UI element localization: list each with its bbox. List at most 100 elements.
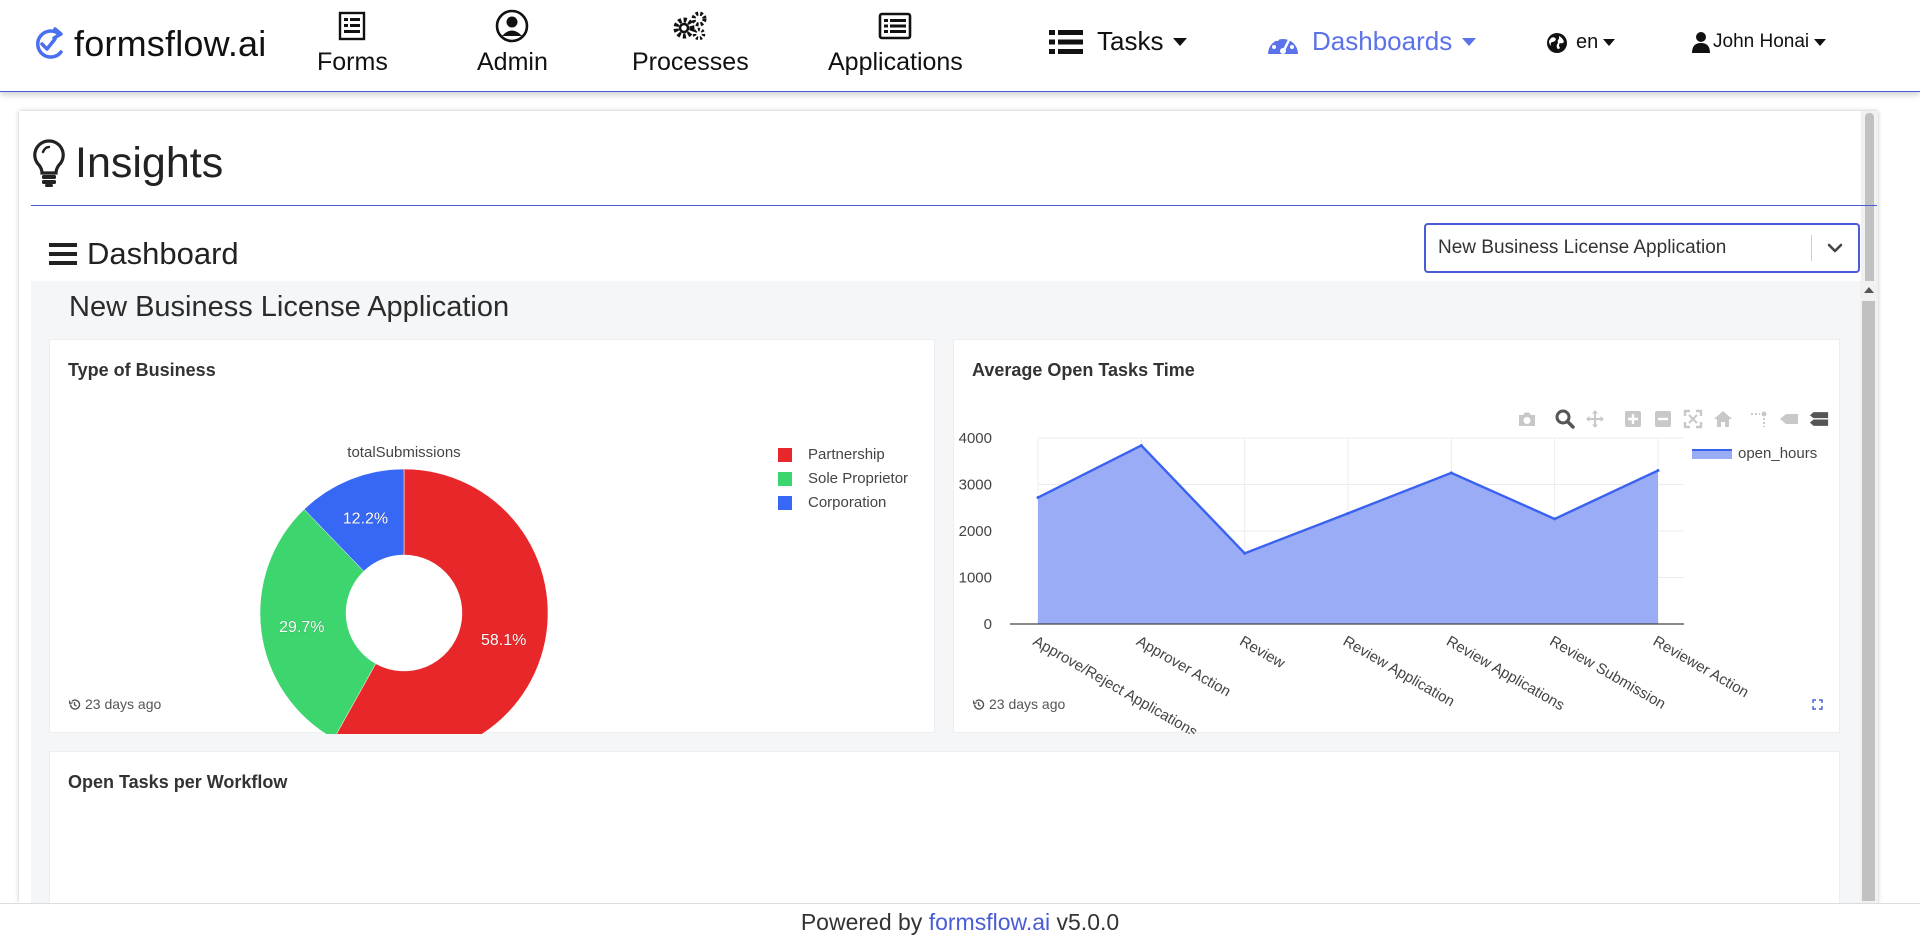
page-title: Insights: [31, 138, 223, 188]
nav-label-processes: Processes: [632, 48, 749, 76]
hover-compare-icon[interactable]: [1809, 409, 1829, 429]
home-icon[interactable]: [1713, 409, 1733, 429]
lightbulb-icon: [33, 139, 65, 187]
zoom-in-icon[interactable]: [1623, 409, 1643, 429]
dashboard-section-text: Dashboard: [87, 236, 239, 271]
card-title: Average Open Tasks Time: [972, 360, 1195, 380]
dashboard-section-label: Dashboard: [49, 236, 239, 272]
nav-label-dashboards: Dashboards: [1312, 26, 1453, 56]
dashboard-select[interactable]: New Business License Application: [1424, 223, 1860, 273]
nav-label-language: en: [1576, 31, 1599, 53]
average-open-tasks-card: Average Open Tasks Time 0 1000 2000 3000 400…: [953, 339, 1840, 734]
user-icon: [1692, 32, 1710, 53]
select-separator: [1811, 235, 1812, 261]
type-of-business-chart: totalSubmissions 58.1% 29.7% 12.2%: [259, 444, 549, 734]
scroll-up-arrow[interactable]: [1864, 287, 1874, 293]
pie-slice-label: 29.7%: [279, 619, 324, 636]
pan-icon[interactable]: [1585, 409, 1605, 429]
list-alt-icon: [877, 8, 913, 44]
dashboard-frame: New Business License Application Type of…: [31, 281, 1877, 903]
top-navbar: formsflow.ai Forms Admin Processes Appli…: [0, 0, 1920, 92]
legend-item[interactable]: Corporation: [778, 494, 886, 511]
footer-prefix: Powered by: [800, 909, 923, 935]
dashboard-title: New Business License Application: [69, 291, 510, 323]
footer-brand-link[interactable]: formsflow.ai: [928, 909, 1051, 935]
pie-slice[interactable]: [303, 468, 405, 572]
insights-page: Insights Dashboard New Business License …: [19, 111, 1878, 903]
data-point[interactable]: [1656, 469, 1660, 473]
legend-swatch: [778, 495, 792, 510]
title-divider: [31, 205, 1877, 206]
y-tick-label: 4000: [959, 430, 992, 447]
autoscale-icon[interactable]: [1683, 409, 1703, 429]
card-title: Type of Business: [68, 360, 216, 380]
legend-label: Sole Proprietor: [808, 470, 909, 487]
legend-item[interactable]: open_hours: [1692, 445, 1817, 462]
data-point[interactable]: [1346, 511, 1350, 515]
chevron-down-icon: [1814, 38, 1827, 46]
nav-applications[interactable]: Applications: [828, 8, 963, 77]
chart-modebar: [1507, 409, 1829, 429]
legend-item[interactable]: Sole Proprietor: [778, 470, 908, 487]
legend-label: open_hours: [1738, 445, 1818, 462]
legend-swatch: [778, 447, 792, 462]
brand[interactable]: formsflow.ai: [30, 22, 266, 66]
data-point[interactable]: [1449, 471, 1453, 475]
hover-closest-icon[interactable]: [1779, 409, 1799, 429]
camera-icon[interactable]: [1517, 409, 1537, 429]
card-updated: 23 days ago: [68, 696, 161, 712]
y-tick-label: 1000: [959, 570, 992, 587]
nav-admin[interactable]: Admin: [477, 8, 548, 77]
pie-slice[interactable]: [259, 508, 377, 734]
user-circle-icon: [494, 8, 530, 44]
pie-slice[interactable]: [334, 468, 549, 734]
history-icon: [68, 698, 81, 710]
gears-icon: [672, 8, 708, 44]
list-icon: [1049, 29, 1083, 54]
x-tick-label: Approver Action: [1133, 633, 1233, 701]
footer: Powered by formsflow.ai v5.0.0: [0, 903, 1920, 940]
legend-swatch: [778, 471, 792, 486]
card-updated-text: 23 days ago: [989, 696, 1066, 712]
average-open-tasks-chart: 0 1000 2000 3000 4000 Approve/Reject Applicat…: [959, 430, 1752, 734]
legend-swatch: [1692, 448, 1732, 459]
data-point[interactable]: [1243, 551, 1247, 555]
open-tasks-per-workflow-card: Open Tasks per Workflow: [49, 751, 1840, 903]
legend-label: Partnership: [808, 446, 885, 463]
pie-title: totalSubmissions: [347, 444, 460, 461]
card-title: Open Tasks per Workflow: [68, 772, 288, 792]
area-fill[interactable]: [1038, 445, 1658, 624]
card-updated-text: 23 days ago: [85, 696, 162, 712]
chevron-down-icon: [1173, 37, 1188, 46]
x-tick-label: Reviewer Action: [1650, 633, 1752, 702]
spike-lines-icon[interactable]: [1749, 409, 1769, 429]
nav-label-forms: Forms: [317, 48, 388, 76]
nav-tasks-dropdown[interactable]: Tasks: [1049, 26, 1188, 57]
chevron-down-icon[interactable]: [1812, 243, 1858, 253]
nav-label-admin: Admin: [477, 48, 548, 76]
nav-label-user: John Honai: [1713, 31, 1810, 52]
globe-icon: [1547, 32, 1567, 53]
footer-version: v5.0.0: [1056, 909, 1120, 935]
nav-dashboards-dropdown[interactable]: Dashboards: [1266, 26, 1477, 57]
nav-language-dropdown[interactable]: en: [1546, 31, 1616, 54]
data-point[interactable]: [1036, 496, 1040, 500]
data-point[interactable]: [1553, 517, 1557, 521]
nav-label-applications: Applications: [828, 48, 963, 76]
data-point[interactable]: [1139, 443, 1143, 447]
expand-icon[interactable]: [1812, 699, 1823, 710]
dashboard-scrollbar[interactable]: [1860, 281, 1877, 903]
zoom-icon[interactable]: [1555, 409, 1575, 429]
y-tick-label: 0: [984, 616, 992, 633]
legend-item[interactable]: Partnership: [778, 446, 885, 463]
nav-processes[interactable]: Processes: [632, 8, 749, 77]
nav-forms[interactable]: Forms: [317, 8, 388, 77]
menu-icon: [49, 243, 77, 265]
chevron-down-icon: [1462, 37, 1477, 46]
card-updated: 23 days ago: [972, 696, 1065, 712]
dashboard-scrollbar-thumb[interactable]: [1862, 301, 1875, 901]
zoom-out-icon[interactable]: [1653, 409, 1673, 429]
legend-label: Corporation: [808, 494, 887, 511]
pie-slice-label: 58.1%: [481, 632, 526, 649]
nav-user-dropdown[interactable]: John Honai: [1692, 31, 1827, 53]
